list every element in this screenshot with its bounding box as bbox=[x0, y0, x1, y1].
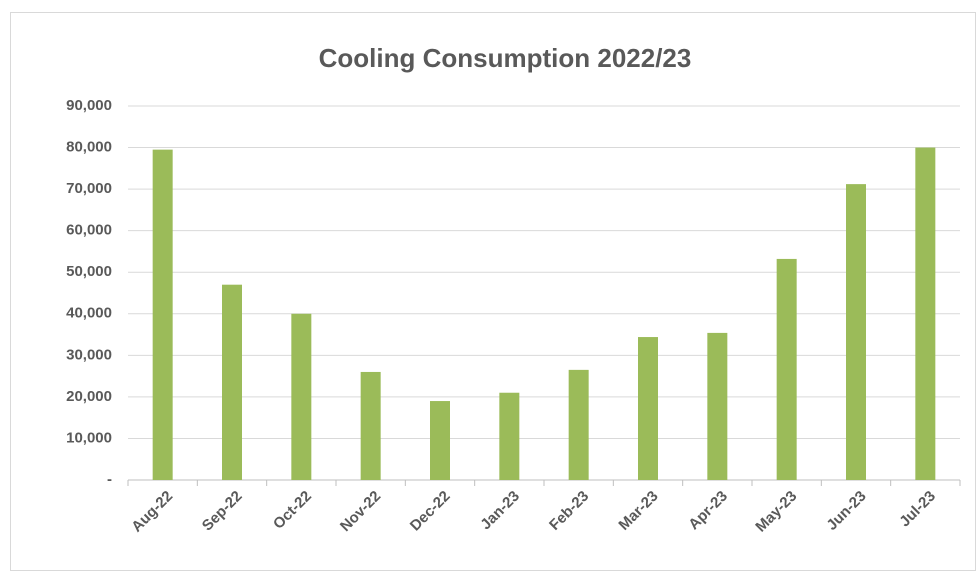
bar bbox=[846, 184, 866, 480]
bar bbox=[499, 392, 520, 480]
y-tick-label: 30,000 bbox=[66, 346, 112, 363]
y-tick-label: - bbox=[107, 471, 112, 488]
bar bbox=[360, 371, 381, 480]
bar bbox=[291, 313, 312, 480]
y-tick-label: 10,000 bbox=[66, 429, 112, 446]
y-tick-label: 90,000 bbox=[66, 97, 112, 114]
bar bbox=[915, 147, 936, 481]
bar bbox=[222, 284, 242, 480]
bar bbox=[776, 258, 797, 480]
y-tick-label: 40,000 bbox=[66, 305, 112, 322]
bar bbox=[707, 332, 728, 480]
y-tick-label: 20,000 bbox=[66, 388, 112, 405]
bar bbox=[152, 149, 173, 480]
y-tick-label: 70,000 bbox=[66, 180, 112, 197]
chart-title: Cooling Consumption 2022/23 bbox=[319, 43, 692, 73]
y-tick-label: 80,000 bbox=[66, 139, 112, 156]
y-tick-label: 60,000 bbox=[66, 222, 112, 239]
bar bbox=[430, 401, 450, 480]
bar bbox=[568, 369, 589, 480]
y-tick-label: 50,000 bbox=[66, 263, 112, 280]
bar bbox=[638, 337, 658, 480]
